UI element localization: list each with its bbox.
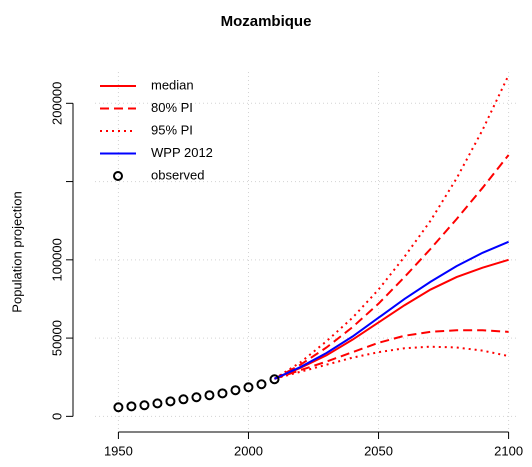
observed-point — [243, 382, 254, 393]
chart-title: Mozambique — [221, 13, 312, 30]
observed-point — [139, 400, 150, 411]
x-tick-label: 2100 — [494, 443, 523, 458]
observed-point — [269, 374, 280, 385]
observed-point — [152, 398, 163, 409]
upper-bound-line — [274, 154, 510, 380]
observed-point — [256, 379, 267, 390]
x-tick-label: 1950 — [104, 443, 133, 458]
series-line — [274, 258, 509, 380]
x-tick-label: 2050 — [364, 443, 393, 458]
observed-point — [191, 392, 202, 403]
lower-bound-line — [274, 345, 509, 380]
legend-label: median — [151, 77, 194, 92]
y-tick-label: 0 — [49, 413, 64, 420]
legend-label: 80% PI — [151, 100, 193, 115]
observed-point — [113, 402, 124, 413]
series-line — [274, 240, 509, 380]
legend-label: WPP 2012 — [151, 145, 213, 160]
observed-point — [126, 401, 137, 412]
observed-point — [204, 390, 215, 401]
y-tick-label: 50000 — [49, 320, 64, 356]
observed-point — [230, 385, 241, 396]
x-tick-label: 2000 — [234, 443, 263, 458]
legend-symbol — [113, 171, 123, 181]
upper-bound-line — [273, 74, 510, 380]
y-tick-label: 200000 — [49, 82, 64, 125]
legend-label: observed — [151, 167, 204, 182]
y-tick-label: 100000 — [49, 238, 64, 281]
y-axis-label: Population projection — [9, 191, 24, 312]
observed-point — [217, 388, 228, 399]
legend-label: 95% PI — [151, 122, 193, 137]
observed-point — [178, 394, 189, 405]
observed-point — [165, 396, 176, 407]
lower-bound-line — [274, 329, 509, 380]
